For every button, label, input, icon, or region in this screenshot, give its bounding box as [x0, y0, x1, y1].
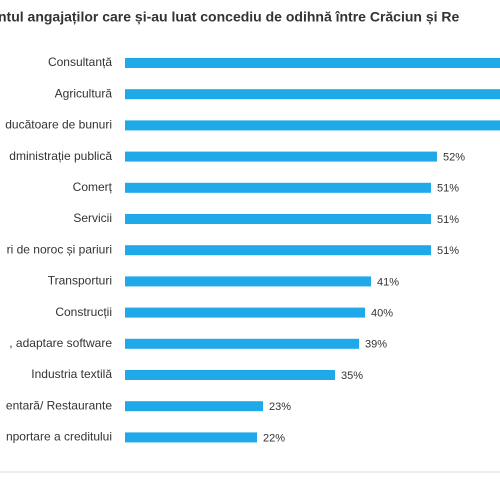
category-label: dministrație publică [9, 149, 112, 163]
bar [125, 276, 371, 287]
chart-title: ntul angajaților care și-au luat concedi… [0, 9, 460, 25]
bar [125, 89, 500, 100]
value-label: 41% [377, 276, 399, 288]
category-label: Comerț [73, 180, 113, 194]
category-label: Industria textilă [31, 367, 112, 381]
bar [125, 182, 431, 193]
value-label: 35% [341, 370, 363, 382]
value-label: 39% [365, 339, 387, 351]
bar [125, 58, 500, 68]
category-label: , adaptare software [9, 336, 112, 350]
category-label: Servicii [73, 211, 112, 225]
bar [125, 401, 263, 412]
category-label: Construcții [55, 305, 112, 319]
bar [125, 151, 437, 162]
bar [125, 370, 335, 380]
category-label: ri de noroc și pariuri [7, 242, 112, 256]
value-label: 51% [437, 214, 459, 226]
bar [125, 245, 431, 256]
value-label: 40% [371, 308, 393, 320]
value-label: 51% [437, 245, 459, 257]
category-label: Consultanță [48, 55, 112, 69]
value-label: 51% [437, 183, 459, 195]
value-label: 52% [443, 152, 465, 164]
category-label: entară/ Restaurante [6, 398, 112, 412]
category-label: ducătoare de bunuri [5, 118, 112, 132]
bar [125, 338, 359, 349]
value-label: 23% [269, 401, 291, 413]
value-label: 22% [263, 432, 285, 444]
category-label: Agricultură [55, 86, 113, 100]
bar [125, 214, 431, 224]
category-label: nportare a creditului [6, 430, 112, 444]
bar [125, 307, 365, 318]
category-label: Transporturi [48, 274, 112, 288]
bar [125, 432, 257, 443]
bar [125, 120, 500, 131]
